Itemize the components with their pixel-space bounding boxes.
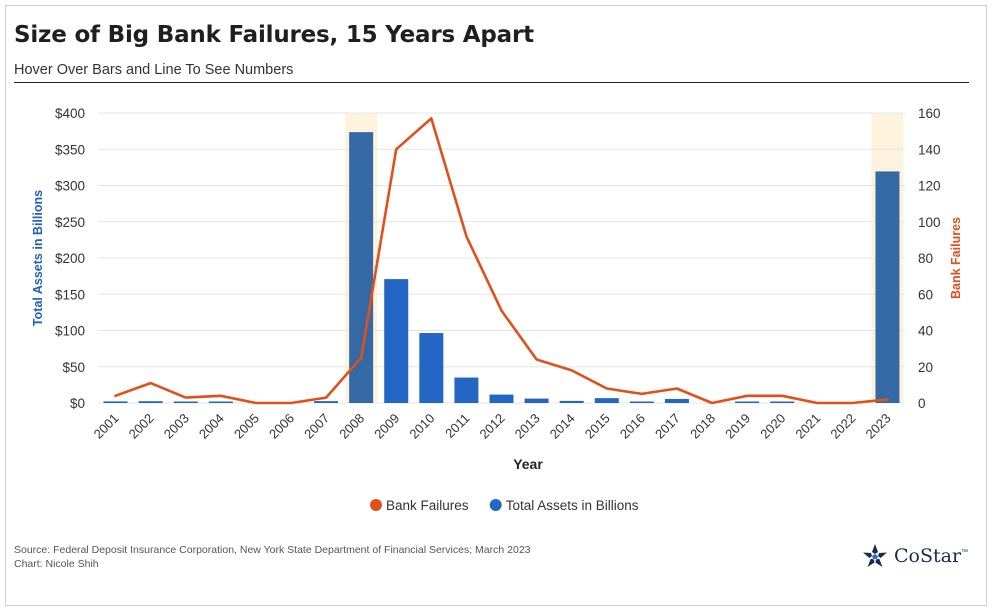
y-tick-label: $50 [62,360,85,375]
costar-logo: CoStar ™ [862,541,968,571]
x-tick-label: 2016 [617,411,648,442]
x-tick-label: 2022 [827,411,858,442]
bar-2016 [629,401,654,403]
x-axis-title: Year [513,456,543,472]
costar-star-icon [863,544,887,567]
y2-axis-title: Bank Failures [949,217,963,299]
x-tick-label: 2019 [722,411,753,442]
logo-trademark: ™ [961,548,969,556]
legend: Bank Failures Total Assets in Billions [370,498,639,513]
legend-swatch [370,499,382,511]
x-tick-label: 2014 [547,411,578,442]
y2-tick-label: 100 [918,215,941,230]
title-divider [14,82,969,83]
gridlines [98,112,905,404]
y-tick-label: $250 [55,215,85,230]
chart-subtitle: Hover Over Bars and Line To See Numbers [14,62,294,78]
x-tick-label: 2015 [582,411,613,442]
bar-2015 [594,398,619,403]
x-tick-label: 2006 [266,411,297,442]
bar-2007 [314,401,339,403]
legend-label: Total Assets in Billions [506,498,639,513]
y-tick-label: $200 [55,251,85,266]
x-tick-label: 2001 [91,411,122,442]
bar-2019 [735,401,760,403]
failures-series-line [114,117,889,405]
bar-2004 [208,401,233,403]
bar-2013 [524,398,549,403]
y-tick-label: $350 [55,142,85,157]
legend-label: Bank Failures [386,498,469,513]
y-tick-label: $0 [70,396,85,411]
y2-tick-label: 20 [918,360,933,375]
bar-2008 [349,132,374,403]
y-tick-label: $150 [55,287,85,302]
failures-line [114,117,889,405]
bar-2020 [770,401,795,403]
bar-2001 [103,401,128,403]
x-tick-label: 2020 [757,411,788,442]
x-tick-label: 2013 [512,411,543,442]
x-tick-label: 2008 [336,411,367,442]
bar-2011 [454,377,479,403]
x-tick-label: 2010 [406,411,437,442]
y2-tick-label: 0 [918,396,926,411]
x-tick-label: 2018 [687,411,718,442]
y-tick-label: $400 [55,106,85,121]
x-tick-label: 2011 [442,411,472,441]
bar-2010 [419,333,444,403]
y2-tick-label: 140 [918,142,941,157]
bar-2012 [489,394,514,403]
y-tick-label: $300 [55,179,85,194]
y2-tick-label: 60 [918,287,933,302]
bar-2017 [664,398,689,403]
chart-title: Size of Big Bank Failures, 15 Years Apar… [14,22,534,48]
bar-2023 [875,171,900,403]
bar-2002 [138,401,163,403]
y-tick-label: $100 [55,324,85,339]
y-axis-title: Total Assets in Billions [31,190,45,326]
y2-tick-label: 160 [918,106,941,121]
logo-text: CoStar [894,545,962,567]
bank-failures-chart: $0 $50 $100 $150 $200 $250 $300 $350 $400 0 20 40 60… [31,106,963,513]
bar-2003 [173,401,198,403]
x-tick-label: 2004 [196,411,227,442]
y2-tick-label: 40 [918,324,933,339]
bar-2009 [384,279,409,403]
chart-credit: Chart: Nicole Shih [14,558,99,570]
axes: $0 $50 $100 $150 $200 $250 $300 $350 $400 0 20 40 60… [31,106,963,472]
source-note: Source: Federal Deposit Insurance Corpor… [14,544,531,556]
x-tick-label: 2003 [161,411,192,442]
x-tick-label: 2002 [126,411,157,442]
asset-bars [103,132,900,403]
bar-2014 [559,400,584,403]
x-tick-label: 2023 [863,411,894,442]
y2-tick-label: 120 [918,179,941,194]
x-tick-label: 2007 [301,411,332,442]
x-tick-label: 2021 [792,411,823,442]
legend-swatch [489,499,502,511]
x-tick-label: 2005 [231,411,262,442]
x-tick-label: 2012 [477,411,508,442]
y2-tick-label: 80 [918,251,933,266]
x-tick-label: 2017 [652,411,683,442]
x-tick-label: 2009 [371,411,402,442]
